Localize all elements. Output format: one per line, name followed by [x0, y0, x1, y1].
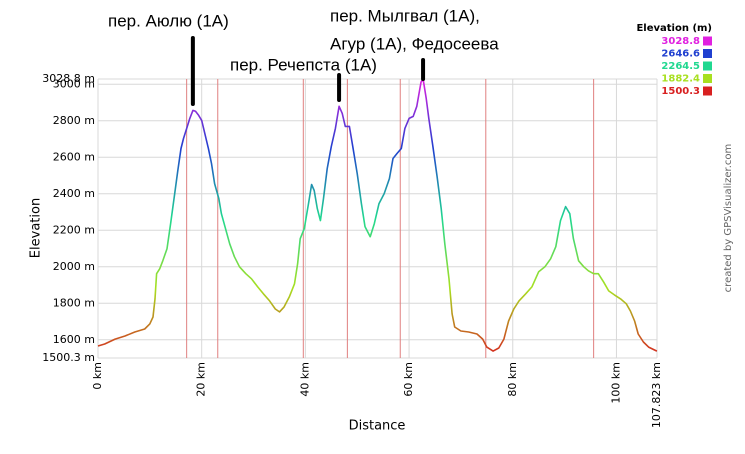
legend-swatch	[703, 61, 712, 71]
legend-swatch	[703, 74, 712, 83]
y-tick-label: 2400 m	[53, 187, 95, 200]
annotation: Агур (1А), Федосеева	[330, 34, 499, 53]
y-tick-label: 1600 m	[53, 333, 95, 346]
elevation-line	[97, 78, 658, 352]
y-tick-label: 2000 m	[53, 260, 95, 273]
legend-label: 1500.3	[661, 86, 700, 97]
annotation: пер. Речепста (1А)	[230, 55, 377, 74]
x-tick-label: 0 km	[91, 362, 104, 390]
legend-label: 2646.6	[661, 49, 700, 60]
legend-label: 3028.8	[661, 36, 700, 47]
legend-label: 2264.5	[661, 61, 700, 72]
y-axis-title: Elevation	[29, 198, 44, 258]
x-tick-label: 107.823 km	[650, 362, 663, 428]
y-tick-label: 2600 m	[53, 150, 95, 163]
y-tick-label: 3028.8 m	[42, 72, 95, 85]
y-tick-label: 2200 m	[53, 223, 95, 236]
y-tick-label: 2800 m	[53, 114, 95, 127]
legend-label: 1882.4	[661, 74, 700, 85]
x-tick-label: 60 km	[402, 362, 415, 397]
annotation: пер. Аюлю (1А)	[108, 11, 229, 30]
y-tick-label: 3000 m	[53, 77, 95, 90]
x-tick-label: 20 km	[195, 362, 208, 397]
legend-title: Elevation (m)	[636, 23, 712, 34]
x-tick-label: 40 km	[298, 362, 311, 397]
legend-swatch	[703, 36, 712, 46]
credit: created by GPSVisualizer.com	[723, 144, 734, 293]
x-tick-label: 80 km	[506, 362, 519, 397]
legend-swatch	[703, 49, 712, 58]
x-tick-label: 100 km	[609, 362, 622, 404]
legend-swatch	[703, 86, 712, 96]
annotation: пер. Мылгвал (1А),	[330, 6, 480, 25]
y-tick-label: 1800 m	[53, 296, 95, 309]
y-tick-label: 1500.3 m	[42, 351, 95, 364]
x-axis-title: Distance	[349, 419, 406, 434]
